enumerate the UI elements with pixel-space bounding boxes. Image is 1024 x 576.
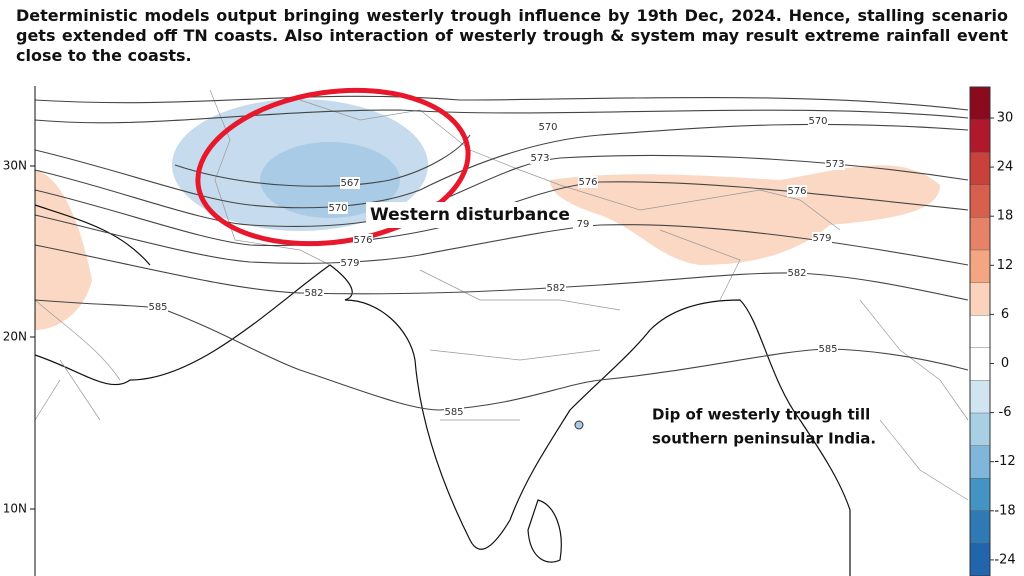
contour-label: 570 [808, 116, 827, 127]
label-bg [148, 301, 168, 313]
annotation-bg [366, 202, 570, 228]
colorbar-cell [969, 445, 991, 479]
label-bg [808, 115, 828, 127]
coast [34, 264, 851, 576]
label-bg [340, 257, 360, 269]
contour-label: 582 [304, 288, 323, 299]
label-bg [787, 185, 807, 197]
label-bg [825, 158, 845, 170]
colorbar-label: -12 [994, 454, 1015, 469]
colorbar-cell [969, 282, 991, 316]
colorbar-cell [969, 543, 991, 576]
positive-anomaly [550, 165, 940, 265]
colorbar-cell [969, 184, 991, 219]
contour-label: 579 [340, 258, 359, 269]
contour-label: 573 [825, 159, 844, 170]
colorbar-label: 6 [1001, 307, 1009, 322]
annotation: Western disturbance [370, 205, 570, 225]
colorbar-label: 18 [997, 209, 1014, 224]
colorbar-cell [969, 380, 991, 414]
contour-label: 576 [787, 186, 806, 197]
annotation: Dip of westerly trough till [652, 406, 870, 424]
colorbar-cell [969, 119, 991, 153]
contour-label: 573 [530, 153, 549, 164]
small-anomaly [574, 420, 584, 430]
label-bg [530, 152, 550, 164]
lat-label: 10N [3, 502, 27, 516]
label-bg [304, 287, 324, 299]
contour-label: 570 [538, 122, 557, 133]
contour-label: 570 [328, 203, 347, 214]
colorbar-cell [969, 412, 991, 447]
colorbar-frame [969, 86, 991, 576]
colorbar-label: 24 [997, 160, 1014, 175]
contour-label: 585 [444, 407, 463, 418]
colorbar-cell [969, 315, 991, 349]
colorbar-label: -18 [994, 503, 1015, 518]
lat-label: 30N [3, 159, 27, 173]
label-bg [787, 267, 807, 279]
label-bg [818, 343, 838, 355]
colorbar-cell [969, 478, 991, 512]
colorbar-label: 12 [997, 258, 1014, 273]
sri-lanka [527, 499, 562, 563]
label-bg [573, 218, 593, 230]
contour-label: 585 [148, 302, 167, 313]
colorbar-label: 0 [1001, 356, 1009, 371]
contour-label: 576 [353, 235, 372, 246]
colorbar-label: -6 [999, 405, 1012, 420]
shading [35, 99, 940, 430]
contour-label: 567 [340, 178, 359, 189]
highlight-circle [195, 87, 471, 247]
borders [34, 89, 969, 501]
colorbar-cell [969, 347, 991, 382]
contour-label: 579 [812, 233, 831, 244]
label-bg [812, 232, 832, 244]
colorbar-label: -24 [994, 552, 1015, 567]
label-bg [546, 282, 566, 294]
negative-anomaly-core [260, 142, 400, 218]
headline: Deterministic models output bringing wes… [16, 6, 1008, 65]
coastline [34, 204, 851, 576]
lat-label: 20N [3, 330, 27, 344]
colorbar-cell [969, 151, 991, 186]
contour-label: 582 [787, 268, 806, 279]
colorbar-cell [969, 86, 991, 121]
contour-label: 585 [818, 344, 837, 355]
label-bg [578, 176, 598, 188]
colorbar-cell [969, 217, 991, 251]
contours [34, 95, 969, 411]
colorbar-cell [969, 249, 991, 284]
label-bg [538, 121, 558, 133]
contour-label: 582 [546, 283, 565, 294]
label-bg [340, 177, 360, 189]
contour-label: 79 [577, 219, 590, 230]
label-bg [328, 202, 348, 214]
arabian-coast [34, 204, 151, 266]
positive-anomaly [35, 170, 92, 330]
label-bg [353, 234, 373, 246]
annotation: southern peninsular India. [652, 430, 876, 448]
contour-label: 576 [578, 177, 597, 188]
label-bg [444, 406, 464, 418]
colorbar-cell [969, 510, 991, 545]
colorbar-label: 30 [997, 111, 1014, 126]
